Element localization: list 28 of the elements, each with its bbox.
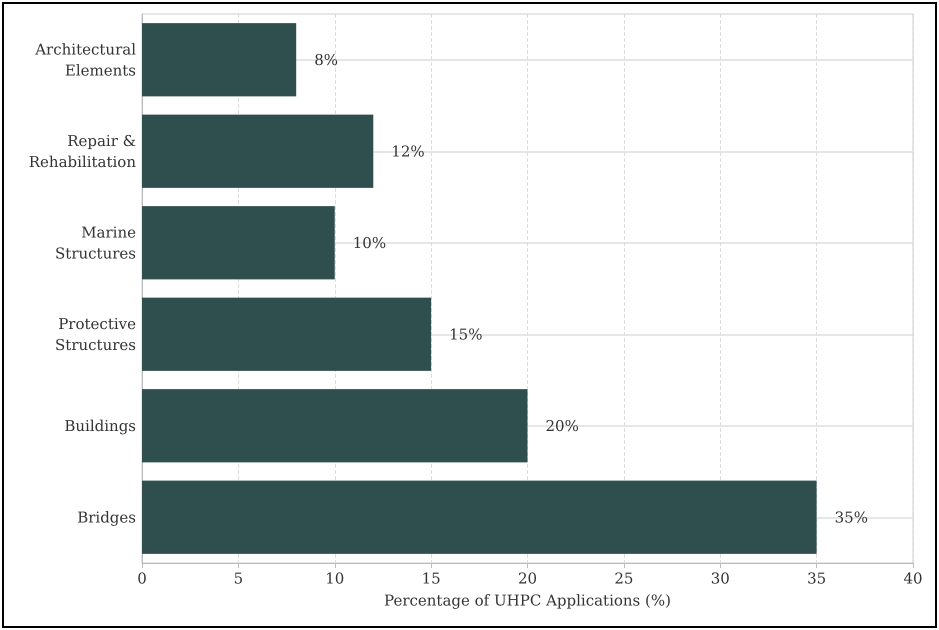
bar bbox=[142, 298, 432, 371]
bar bbox=[142, 23, 296, 96]
y-tick-label: Buildings bbox=[64, 416, 136, 435]
data-label: 8% bbox=[314, 50, 338, 69]
x-tick-label: 25 bbox=[614, 570, 634, 588]
data-label: 12% bbox=[391, 142, 425, 160]
data-label: 20% bbox=[546, 416, 579, 435]
data-label: 15% bbox=[449, 325, 482, 344]
x-tick-label: 30 bbox=[710, 570, 730, 588]
y-tick-label: Repair & Rehabilitation bbox=[28, 132, 136, 171]
y-tick-label: Marine Structures bbox=[55, 223, 136, 262]
x-axis-title: Percentage of UHPC Applications (%) bbox=[384, 592, 671, 610]
bar bbox=[142, 206, 335, 280]
data-label: 10% bbox=[352, 234, 386, 252]
bar bbox=[142, 114, 374, 188]
x-tick-label: 10 bbox=[325, 570, 344, 588]
y-tick-label: Bridges bbox=[77, 508, 136, 526]
y-tick-label: Architectural Elements bbox=[34, 40, 136, 80]
y-tick-label: Protective Structures bbox=[55, 314, 136, 354]
bar bbox=[142, 480, 817, 554]
bar bbox=[142, 389, 528, 462]
x-tick-label: 20 bbox=[518, 570, 538, 588]
x-tick-label: 35 bbox=[807, 570, 826, 588]
x-tick-label: 15 bbox=[422, 570, 441, 588]
x-tick-label: 5 bbox=[234, 570, 244, 588]
x-tick-label: 40 bbox=[903, 570, 923, 588]
data-label: 35% bbox=[834, 508, 868, 526]
x-tick-label: 0 bbox=[137, 570, 147, 588]
